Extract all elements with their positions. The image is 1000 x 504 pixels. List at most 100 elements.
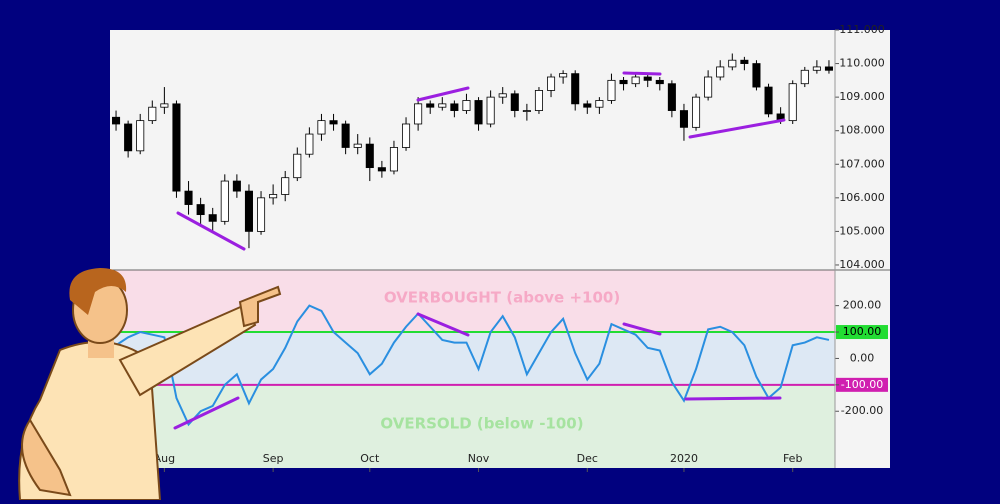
candle-body	[317, 120, 326, 135]
candle-body	[220, 180, 229, 222]
candle-body	[692, 96, 701, 128]
candle-body	[583, 103, 592, 108]
y-tick-label: 108.000	[839, 124, 885, 137]
x-tick-label: Feb	[783, 452, 802, 465]
candle-body	[547, 76, 556, 91]
x-tick-label: Aug	[154, 452, 175, 465]
candle-body	[148, 106, 157, 122]
candle-body	[534, 90, 543, 111]
hand	[238, 285, 282, 328]
candle-body	[704, 76, 713, 98]
candle-body	[752, 63, 761, 88]
candle-body	[281, 177, 290, 195]
divergence	[416, 86, 470, 102]
divergence	[416, 312, 470, 337]
other-hand	[21, 418, 72, 497]
candle-body	[438, 103, 447, 108]
candle-body	[402, 123, 411, 148]
candle-body	[679, 110, 688, 128]
divergence	[173, 396, 240, 430]
candle-body	[667, 83, 676, 111]
cci-line	[115, 304, 830, 427]
candle-body	[232, 180, 241, 192]
y-tick-label: 110.000	[839, 57, 885, 70]
candle-body	[595, 100, 604, 108]
character	[18, 268, 282, 501]
x-tick-label: Dec	[577, 452, 598, 465]
y-tick-label: 109.000	[839, 90, 885, 103]
x-tick-label: Sep	[263, 452, 284, 465]
candle-body	[305, 133, 314, 155]
candle-body	[498, 93, 507, 98]
y-tick-label: 107.000	[839, 157, 885, 170]
candle-body	[788, 83, 797, 122]
candle-body	[257, 197, 266, 232]
candle-body	[244, 190, 253, 232]
candle-body	[643, 76, 652, 81]
candle-body	[341, 123, 350, 148]
divergence-lines	[173, 71, 786, 430]
hair	[69, 268, 127, 315]
marks: 104.000 105.000 106.000 107.000 108.000 109.0…	[110, 23, 890, 472]
candle-body	[208, 214, 217, 222]
candle-body	[136, 120, 145, 152]
x-tick-label: 2020	[670, 452, 698, 465]
candle-body	[607, 79, 616, 101]
candle-body	[655, 79, 664, 85]
y-tick-label: 104.000	[839, 258, 885, 271]
y-tick-label: 111.000	[839, 23, 885, 36]
candle-body	[812, 66, 821, 71]
candle-body	[631, 76, 640, 85]
y-tick-label: 0.00	[850, 351, 875, 364]
candle-body	[196, 204, 205, 216]
tick-label-background	[836, 377, 888, 392]
candle-body	[462, 100, 471, 111]
candle-body	[450, 103, 459, 111]
candle-body	[619, 79, 628, 85]
annotation: OVERBOUGHT (above +100)	[384, 289, 620, 307]
y-tick-label: -100.00	[841, 378, 883, 391]
candle-body	[510, 93, 519, 111]
candle-body	[329, 120, 338, 125]
candle-body	[474, 100, 483, 125]
candle-body	[716, 66, 725, 78]
candle-body	[172, 103, 181, 192]
y-tick-label: 106.000	[839, 191, 885, 204]
divergence	[622, 71, 662, 76]
candle-body	[414, 103, 423, 125]
candle-body	[353, 143, 362, 148]
candle-body	[293, 153, 302, 179]
candle-body	[365, 143, 374, 169]
candle-body	[728, 59, 737, 68]
candle-body	[184, 190, 193, 205]
price-pane	[110, 30, 835, 270]
divergence	[176, 211, 246, 251]
tick-label-background	[836, 325, 888, 340]
candle-body	[764, 86, 773, 115]
candle-body	[389, 147, 398, 172]
candle-body	[522, 110, 531, 112]
candle-body	[124, 123, 133, 152]
divergence	[684, 396, 782, 401]
x-tick-label: Nov	[468, 452, 490, 465]
candle-body	[740, 59, 749, 64]
candle-body	[112, 116, 121, 125]
y-tick-label: -200.00	[841, 404, 883, 417]
candle-body	[824, 66, 833, 71]
candle-body	[486, 96, 495, 125]
y-tick-label: 100.00	[843, 325, 882, 338]
candle-body	[426, 103, 435, 108]
arm	[118, 303, 257, 397]
candle-body	[571, 73, 580, 105]
candle-body	[559, 73, 568, 78]
candle-body	[269, 194, 278, 199]
y-tick-label: 200.00	[843, 299, 882, 312]
annotation: OVERSOLD (below -100)	[380, 415, 583, 433]
divergence	[622, 322, 662, 336]
divergence	[688, 118, 786, 139]
candle-body	[377, 167, 386, 172]
candle-body	[160, 103, 169, 108]
x-tick-label: Oct	[360, 452, 380, 465]
